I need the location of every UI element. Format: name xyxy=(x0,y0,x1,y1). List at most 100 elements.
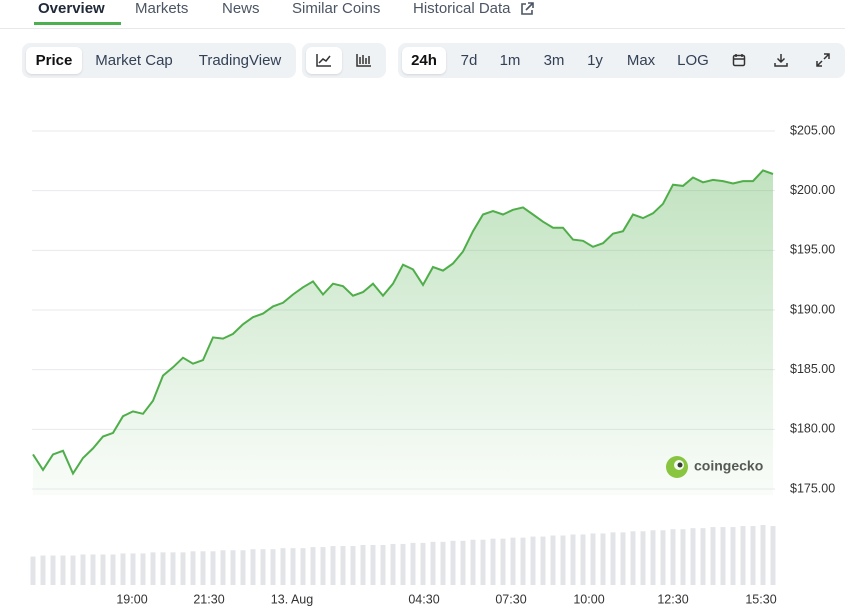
volume-bar xyxy=(510,537,516,585)
tradingview-button[interactable]: TradingView xyxy=(198,52,282,69)
volume-bar xyxy=(340,546,346,585)
volume-bar xyxy=(400,543,406,585)
volume-bar xyxy=(690,528,696,585)
volume-bar xyxy=(750,526,756,585)
volume-bar xyxy=(450,540,456,585)
volume-bar xyxy=(440,541,446,585)
volume-bar xyxy=(190,551,196,585)
volume-bar xyxy=(390,543,396,585)
range-group: 24h 7d 1m 3m 1y Max LOG xyxy=(398,43,845,78)
x-tick-label: 07:30 xyxy=(495,592,526,606)
calendar-button[interactable] xyxy=(724,47,754,74)
volume-bar xyxy=(550,535,556,585)
volume-bar xyxy=(540,536,546,585)
volume-bar xyxy=(520,537,526,585)
volume-bar xyxy=(640,531,646,585)
volume-bar xyxy=(730,527,736,585)
volume-bar xyxy=(710,527,716,585)
tab[interactable]: Historical Data xyxy=(413,0,511,17)
volume-bar xyxy=(600,533,606,585)
volume-bar xyxy=(80,554,86,585)
y-tick-label: $190.00 xyxy=(790,302,835,316)
range-button[interactable]: Max xyxy=(626,52,656,69)
volume-bar xyxy=(220,550,226,585)
volume-bar xyxy=(740,526,746,585)
x-tick-label: 12:30 xyxy=(657,592,688,606)
volume-bar xyxy=(170,552,176,585)
volume-bar xyxy=(650,530,656,585)
y-tick-label: $175.00 xyxy=(790,481,835,495)
volume-bar xyxy=(300,548,306,585)
volume-bar xyxy=(580,534,586,585)
y-tick-label: $195.00 xyxy=(790,243,835,257)
candle-button[interactable] xyxy=(346,47,382,74)
price-line xyxy=(32,169,774,476)
volume-bar xyxy=(280,548,286,585)
volume-bar xyxy=(310,547,316,585)
chart-type-group: Price Market Cap TradingView xyxy=(22,43,296,78)
volume-bar xyxy=(460,540,466,585)
volume-bar xyxy=(160,552,166,585)
volume-bar xyxy=(700,528,706,585)
area xyxy=(33,170,773,495)
volume-bar xyxy=(320,547,326,585)
volume-bar xyxy=(630,531,636,585)
volume-bar xyxy=(350,546,356,585)
range-button[interactable]: 3m xyxy=(543,52,565,69)
volume-bar xyxy=(590,533,596,585)
x-tick-label: 04:30 xyxy=(408,592,439,606)
y-tick-label: $205.00 xyxy=(790,123,835,137)
volume-bar xyxy=(560,535,566,585)
volume-bar xyxy=(120,553,126,585)
volume-bar xyxy=(110,554,116,585)
volume-bar xyxy=(720,527,726,585)
volume-bar xyxy=(240,550,246,585)
volume-bar xyxy=(760,525,766,585)
volume-bar xyxy=(770,526,776,585)
range-button[interactable]: 1m xyxy=(499,52,521,69)
tab[interactable]: Markets xyxy=(135,0,189,17)
range-button[interactable]: 7d xyxy=(460,52,478,69)
volume-bar xyxy=(410,542,416,585)
range-button[interactable]: 24h xyxy=(402,47,446,74)
volume-bar xyxy=(50,555,56,585)
volume-bar xyxy=(140,553,146,585)
range-button[interactable]: LOG xyxy=(677,52,709,69)
volume-bar xyxy=(150,552,156,585)
volume-bar xyxy=(620,532,626,585)
volume-bar xyxy=(30,556,36,585)
volume-bar xyxy=(290,548,296,585)
volume-bar xyxy=(100,554,106,585)
volume-bar xyxy=(470,539,476,585)
volume-bar xyxy=(270,549,276,585)
tab[interactable]: News xyxy=(222,0,260,17)
range-button[interactable]: 1y xyxy=(587,52,603,69)
volume-bar xyxy=(260,549,266,585)
volume-bar xyxy=(610,532,616,585)
volume-bar xyxy=(210,551,216,585)
volume-bar xyxy=(670,529,676,585)
volume-bar xyxy=(250,549,256,585)
volume-bar xyxy=(60,555,66,585)
volume-bar xyxy=(90,554,96,585)
x-tick-label: 10:00 xyxy=(573,592,604,606)
volume-bar xyxy=(180,552,186,585)
price-button[interactable]: Price xyxy=(26,47,82,74)
volume-bar xyxy=(70,555,76,585)
x-tick-label: 15:30 xyxy=(745,592,776,606)
volume-bar xyxy=(680,529,686,585)
download-button[interactable] xyxy=(766,47,796,74)
market-cap-button[interactable]: Market Cap xyxy=(95,52,173,69)
fullscreen-button[interactable] xyxy=(808,47,838,74)
tab[interactable]: Similar Coins xyxy=(292,0,381,17)
volume-bar xyxy=(200,551,206,585)
y-tick-label: $185.00 xyxy=(790,362,835,376)
volume-bar xyxy=(500,538,506,585)
volume-bar xyxy=(570,534,576,585)
tab[interactable]: Overview xyxy=(34,0,121,25)
chart: coingecko $175.00$180.00$185.00$190.00$1… xyxy=(30,123,835,606)
volume-bar xyxy=(380,545,386,585)
volume-bar xyxy=(420,542,426,585)
line-button[interactable] xyxy=(306,47,342,74)
